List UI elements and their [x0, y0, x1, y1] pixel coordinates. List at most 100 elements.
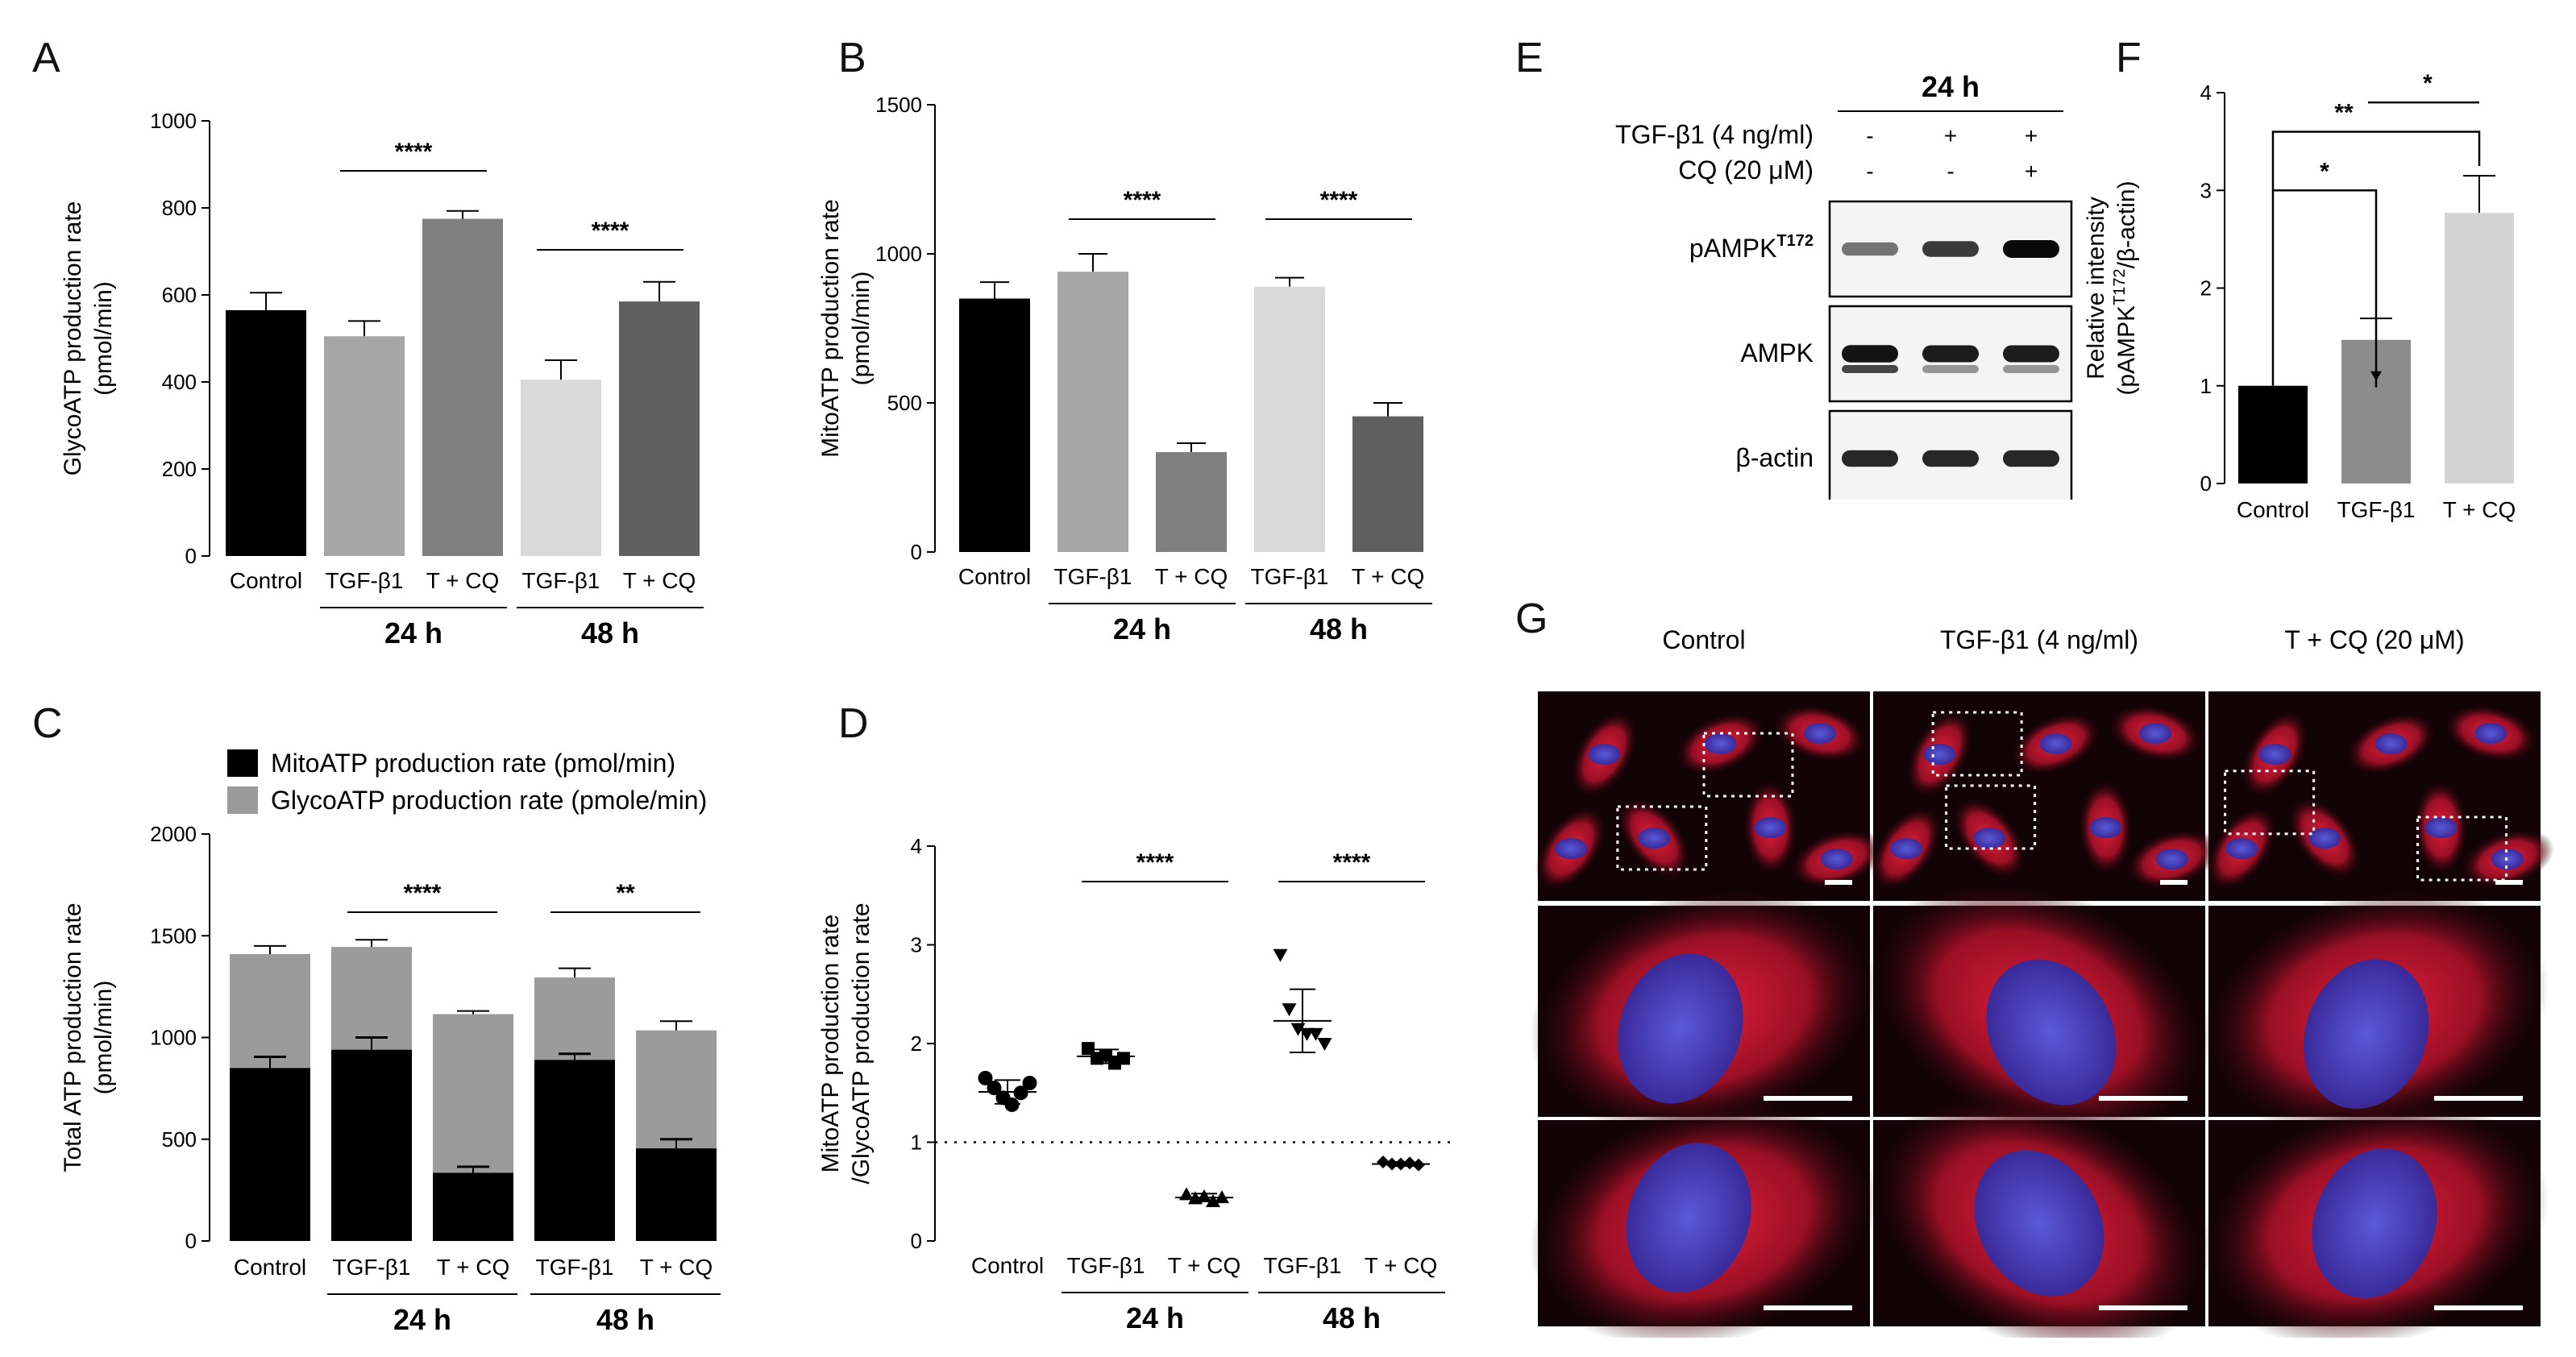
nucleus: [1588, 744, 1621, 765]
significance-label: ****: [1136, 849, 1174, 876]
y-tick-label: 600: [162, 283, 197, 307]
significance-label: ****: [1320, 187, 1358, 214]
panel-letter-d: D: [838, 700, 869, 747]
bar-glyco: [230, 953, 310, 1069]
y-axis-label: Total ATP production rate (pmol/min): [60, 903, 117, 1172]
y-tick-label: 1500: [150, 923, 197, 948]
blot-label: β-actin: [1735, 443, 1814, 472]
bar-glyco: [636, 1030, 717, 1149]
legend-swatch-mito: [227, 749, 258, 777]
bar: [1254, 286, 1325, 552]
y-tick-label: 2: [911, 1031, 922, 1056]
data-point: [1282, 1003, 1297, 1017]
legend-label-glyco: GlycoATP production rate (pmole/min): [271, 786, 707, 815]
significance-label: **: [2334, 100, 2354, 127]
x-category-label: T + CQ: [623, 568, 696, 593]
group-label: 24 h: [1113, 612, 1171, 645]
x-category-label: TGF-β1: [326, 568, 404, 593]
nucleus: [2225, 838, 2258, 859]
nucleus: [2139, 723, 2172, 744]
nucleus: [2312, 1148, 2437, 1298]
y-axis-label-line: GlycoATP production rate: [60, 201, 86, 476]
bar-mito: [534, 1060, 615, 1241]
significance-label: ****: [1124, 187, 1161, 214]
bar: [2445, 213, 2514, 483]
data-point: [1022, 1076, 1037, 1090]
chart-f-relative-intensity: 0 1 2 3 4 Relative intensity (pAMPKT172/β-acti…: [2083, 73, 2516, 522]
bar: [2238, 385, 2308, 483]
group-label: 48 h: [581, 616, 639, 649]
nucleus: [1890, 838, 1923, 859]
nucleus: [1986, 959, 2117, 1106]
blot-band: [2003, 450, 2059, 467]
x-category-label: T + CQ: [1155, 564, 1228, 589]
bar: [959, 298, 1030, 552]
blot-band-lower: [1922, 365, 1979, 373]
panel-letter-c: C: [32, 700, 63, 747]
y-tick-label: 4: [2200, 81, 2212, 105]
data-point: [1117, 1052, 1130, 1065]
nucleus: [1923, 744, 1956, 765]
group-label: 48 h: [1323, 1301, 1381, 1334]
chart-a-glycoatp: 0 200 400 600 800 1000 GlycoATP production rat…: [60, 109, 704, 649]
ylabel-sup: T172: [2111, 268, 2129, 305]
y-tick-label: 1: [2200, 374, 2212, 398]
significance-label: **: [616, 880, 635, 907]
nucleus: [1973, 828, 2006, 849]
y-axis-label: GlycoATP production rate (pmol/min): [60, 201, 117, 476]
bar: [422, 218, 503, 556]
zoom-box: [2416, 815, 2508, 882]
nucleus: [2374, 733, 2408, 754]
significance-label: *: [2320, 158, 2329, 185]
nucleus: [2089, 817, 2122, 838]
microscopy-grid-g: Control TGF-β1 (4 ng/ml) T + CQ (20 μM): [1531, 625, 2554, 1338]
nucleus: [1618, 953, 1743, 1104]
bar-mito: [433, 1172, 513, 1241]
y-tick-label: 0: [2200, 471, 2212, 496]
ylabel-part: /β-actin): [2113, 181, 2140, 268]
nucleus: [1626, 1143, 1751, 1293]
blot-band: [1842, 450, 1898, 467]
significance-bracket: [2271, 131, 2481, 191]
condition-sign: +: [2025, 123, 2038, 148]
x-category-label: T + CQ: [640, 1255, 713, 1280]
blot-band: [1842, 242, 1898, 256]
condition-sign: -: [1866, 159, 1873, 184]
bar-glyco: [534, 977, 615, 1060]
x-category-label: Control: [971, 1253, 1044, 1278]
y-tick-label: 3: [2200, 178, 2212, 202]
x-category-label: Control: [230, 568, 302, 593]
scale-bar: [2434, 1305, 2523, 1310]
bar: [324, 336, 405, 556]
bar-mito: [230, 1068, 310, 1241]
nucleus: [1804, 723, 1837, 744]
bar: [619, 301, 700, 556]
nucleus: [1555, 838, 1588, 859]
bar: [1352, 416, 1423, 552]
x-category-label: TGF-β1: [522, 568, 600, 593]
y-axis-label-line: Total ATP production rate: [60, 903, 86, 1172]
y-tick-label: 1000: [150, 1026, 197, 1050]
blot-band: [1922, 345, 1979, 363]
y-tick-label: 800: [162, 196, 197, 220]
nucleus: [2304, 959, 2429, 1110]
significance-label: ****: [1333, 849, 1371, 876]
y-tick-label: 0: [911, 1229, 922, 1253]
blot-sup: T172: [1776, 232, 1814, 250]
data-point: [1377, 1156, 1390, 1168]
y-axis-label-line: (pAMPKT172/β-actin): [2111, 181, 2140, 395]
panel-letter-b: B: [838, 35, 866, 81]
scale-bar: [2160, 880, 2188, 885]
bar-mito: [331, 1049, 412, 1241]
x-category-label: T + CQ: [437, 1255, 510, 1280]
scale-bar: [1764, 1305, 1852, 1310]
nucleus: [2308, 828, 2341, 849]
y-tick-label: 1: [911, 1131, 922, 1155]
bar: [521, 380, 601, 556]
bar-glyco: [331, 947, 412, 1050]
panel-letter-g: G: [1515, 596, 1548, 642]
y-tick-label: 2: [2200, 276, 2212, 301]
y-axis-label-line: (pmol/min): [90, 281, 117, 396]
micrograph-column-title: T + CQ (20 μM): [2284, 625, 2464, 654]
significance-bracket: [2271, 189, 2378, 388]
